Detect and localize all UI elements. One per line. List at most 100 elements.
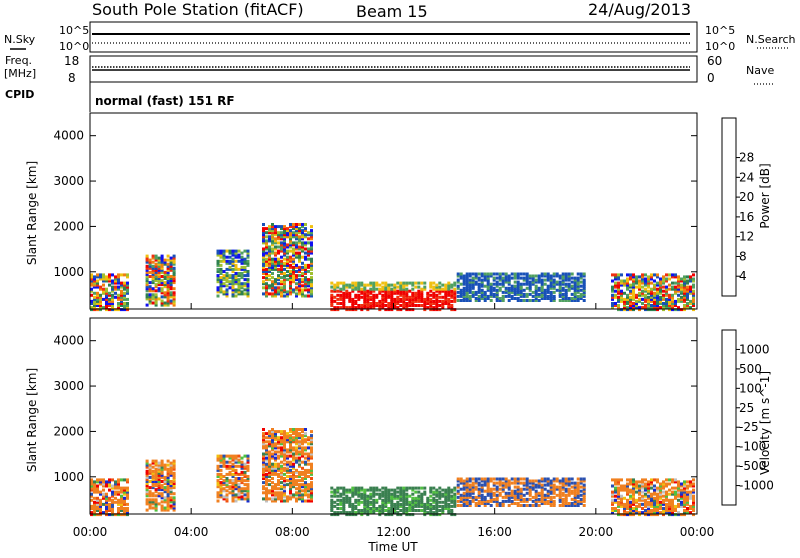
power-cell <box>402 291 406 295</box>
power-cell <box>617 297 620 301</box>
power-cell <box>105 289 108 293</box>
velocity-cell <box>477 489 481 493</box>
power-cell <box>387 308 391 312</box>
power-cell <box>522 276 526 280</box>
velocity-cell <box>283 448 286 452</box>
power-cell <box>268 265 271 269</box>
velocity-cell <box>513 493 517 497</box>
power-cell <box>378 302 382 305</box>
velocity-cell <box>225 464 229 468</box>
velocity-cell <box>471 497 475 501</box>
power-cell <box>474 299 478 302</box>
velocity-cell <box>629 480 632 484</box>
velocity-cell <box>492 493 496 497</box>
power-cell <box>653 302 656 305</box>
power-cell <box>540 284 544 288</box>
power-cell <box>534 280 538 284</box>
colorbar-tick-label: -500 <box>739 459 766 473</box>
power-cell <box>93 275 96 279</box>
velocity-cell <box>387 488 391 492</box>
velocity-cell <box>647 513 650 517</box>
velocity-cell <box>105 494 108 498</box>
power-cell <box>268 249 271 253</box>
velocity-cell <box>387 492 391 496</box>
velocity-cell <box>519 493 523 497</box>
power-cell <box>216 274 220 278</box>
velocity-cell <box>295 491 298 495</box>
velocity-cell <box>683 494 686 498</box>
power-cell <box>225 259 229 263</box>
velocity-cell <box>626 511 629 515</box>
velocity-cell <box>262 458 265 462</box>
power-cell <box>283 282 286 286</box>
power-cell <box>477 282 481 286</box>
power-cell <box>432 308 436 312</box>
power-cell <box>486 272 490 276</box>
velocity-cell <box>268 452 271 456</box>
power-cell <box>286 257 289 261</box>
velocity-cell <box>289 446 292 450</box>
velocity-cell <box>459 477 463 481</box>
power-cell <box>644 304 647 307</box>
velocity-cell <box>498 479 502 483</box>
power-cell <box>166 289 170 293</box>
velocity-cell <box>172 477 176 481</box>
power-cell <box>375 293 379 297</box>
velocity-cell <box>336 502 340 506</box>
velocity-cell <box>268 436 271 440</box>
velocity-cell <box>310 489 313 493</box>
power-cell <box>465 274 469 278</box>
power-cell <box>243 270 247 273</box>
velocity-cell <box>668 507 671 510</box>
velocity-cell <box>573 483 577 487</box>
velocity-cell <box>172 492 176 496</box>
velocity-cell <box>240 472 244 476</box>
power-cell <box>387 289 391 293</box>
power-cell <box>405 304 409 307</box>
power-cell <box>650 297 653 301</box>
velocity-cell <box>268 497 271 501</box>
power-cell <box>626 299 629 303</box>
velocity-cell <box>307 495 310 499</box>
velocity-cell <box>372 494 376 498</box>
velocity-cell <box>93 513 96 517</box>
power-cell <box>662 275 665 279</box>
power-cell <box>283 280 286 284</box>
velocity-cell <box>417 500 421 504</box>
velocity-cell <box>274 452 277 456</box>
power-cell <box>274 290 277 294</box>
power-cell <box>674 308 677 312</box>
power-cell <box>638 275 641 279</box>
velocity-cell <box>552 483 556 487</box>
velocity-cell <box>298 456 301 460</box>
power-cell <box>686 293 689 297</box>
velocity-cell <box>298 460 301 464</box>
power-cell <box>632 297 635 301</box>
velocity-cell <box>561 491 565 495</box>
velocity-cell <box>342 496 346 500</box>
velocity-cell <box>570 481 574 485</box>
power-cell <box>154 272 158 276</box>
velocity-cell <box>148 467 152 471</box>
velocity-cell <box>614 488 617 492</box>
power-cell <box>111 281 114 285</box>
power-cell <box>474 290 478 294</box>
power-cell <box>157 272 161 276</box>
velocity-cell <box>310 464 313 468</box>
velocity-cell <box>465 499 469 503</box>
velocity-cell <box>298 450 301 454</box>
power-cell <box>420 287 424 291</box>
power-cell <box>555 282 559 286</box>
power-cell <box>384 295 388 299</box>
power-cell <box>579 292 583 296</box>
velocity-cell <box>381 502 385 506</box>
velocity-cell <box>274 436 277 440</box>
power-cell <box>483 290 487 294</box>
velocity-cell <box>216 454 220 458</box>
power-cell <box>534 290 538 294</box>
power-cell <box>289 288 292 292</box>
power-cell <box>262 249 265 253</box>
velocity-cell <box>166 475 170 479</box>
velocity-cell <box>166 473 170 477</box>
velocity-cell <box>686 484 689 488</box>
